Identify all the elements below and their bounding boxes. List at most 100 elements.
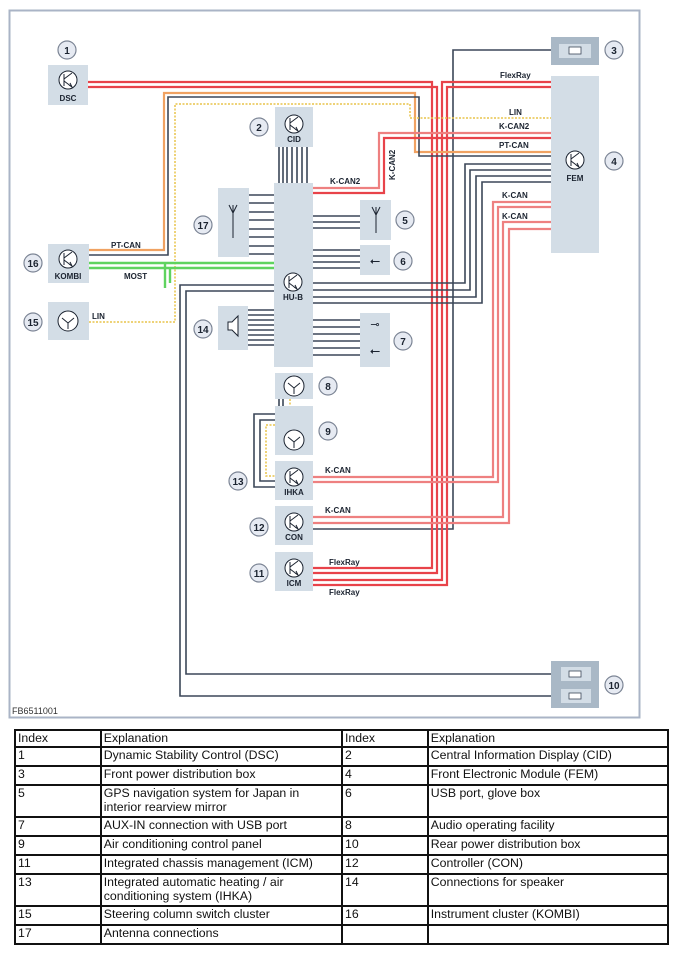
label-kcan: K-CAN bbox=[502, 191, 528, 200]
fuse-icon bbox=[568, 670, 582, 678]
callout-1: 1 bbox=[57, 40, 77, 60]
svg-text:3: 3 bbox=[611, 46, 617, 57]
callout-3: 3 bbox=[604, 40, 624, 60]
cell: 15 bbox=[14, 905, 102, 926]
table-row: 5 GPS navigation system for Japan in inte… bbox=[14, 784, 670, 818]
svg-text:8: 8 bbox=[325, 382, 331, 393]
ac-panel-box bbox=[275, 406, 313, 455]
kombi-module: KOMBI bbox=[48, 244, 89, 283]
label-kcan2-vertical: K-CAN2 bbox=[388, 149, 397, 180]
table-row: 1 Dynamic Stability Control (DSC) 2 Central… bbox=[14, 746, 670, 767]
flexray-wire bbox=[88, 80, 434, 570]
label-ptcan: PT-CAN bbox=[111, 241, 141, 250]
label-kcan2: K-CAN2 bbox=[330, 177, 361, 186]
cell: 2 bbox=[341, 746, 429, 767]
svg-text:DSC: DSC bbox=[60, 94, 77, 103]
svg-text:CON: CON bbox=[285, 533, 303, 542]
callout-17: 17 bbox=[193, 215, 213, 235]
cell: 6 bbox=[341, 784, 429, 818]
antenna-icon bbox=[228, 204, 238, 238]
legend-table: Index Explanation Index Explanation 1 Dyn… bbox=[14, 729, 670, 945]
svg-text:1: 1 bbox=[64, 46, 70, 57]
cell: 7 bbox=[14, 816, 102, 837]
kcan2-wire bbox=[313, 136, 551, 195]
callout-5: 5 bbox=[395, 210, 415, 230]
label-kcan: K-CAN bbox=[325, 506, 351, 515]
header-index: Index bbox=[14, 729, 102, 748]
callout-6: 6 bbox=[393, 251, 413, 271]
svg-text:9: 9 bbox=[325, 427, 331, 438]
svg-text:ICM: ICM bbox=[287, 579, 302, 588]
cell: 16 bbox=[341, 905, 429, 926]
diagram-frame bbox=[8, 9, 641, 719]
cell: Air conditioning control panel bbox=[99, 835, 344, 856]
dsc-module: DSC bbox=[48, 65, 88, 105]
table-row: 17 Antenna connections bbox=[14, 924, 670, 945]
svg-text:15: 15 bbox=[27, 318, 39, 329]
svg-text:FEM: FEM bbox=[567, 174, 584, 183]
svg-text:2: 2 bbox=[256, 123, 262, 134]
cell: Integrated automatic heating / air condi… bbox=[99, 873, 344, 907]
svg-text:10: 10 bbox=[608, 681, 620, 692]
cell bbox=[341, 924, 429, 945]
svg-text:6: 6 bbox=[400, 257, 406, 268]
usb-icon: ⭠ bbox=[370, 343, 380, 358]
lin-wire bbox=[89, 103, 551, 323]
label-kcan2: K-CAN2 bbox=[499, 122, 530, 131]
cell: Rear power distribution box bbox=[426, 835, 670, 856]
index-callouts: 1 2 3 4 5 6 7 8 9 10 11 12 13 14 15 16 1… bbox=[23, 40, 624, 695]
table-row: 3 Front power distribution box 4 Front Elec… bbox=[14, 765, 670, 786]
cell: Front power distribution box bbox=[99, 765, 344, 786]
table-header-row: Index Explanation Index Explanation bbox=[14, 729, 670, 748]
icm-module: ICM bbox=[275, 552, 313, 591]
table-row: 13 Integrated automatic heating / air con… bbox=[14, 873, 670, 907]
cell: AUX-IN connection with USB port bbox=[99, 816, 344, 837]
cell: 13 bbox=[14, 873, 102, 907]
callout-13: 13 bbox=[228, 471, 248, 491]
con-module: CON bbox=[275, 506, 313, 545]
cell: Antenna connections bbox=[99, 924, 344, 945]
aux-jack-icon: ⊸ bbox=[370, 319, 379, 331]
callout-8: 8 bbox=[318, 376, 338, 396]
label-flexray: FlexRay bbox=[329, 558, 360, 567]
table-row: 15 Steering column switch cluster 16 Instru… bbox=[14, 905, 670, 926]
svg-text:13: 13 bbox=[232, 477, 244, 488]
wire-labels: FlexRay LIN K-CAN2 PT-CAN K-CAN K-CAN K-… bbox=[92, 71, 531, 597]
callout-4: 4 bbox=[604, 151, 624, 171]
svg-text:12: 12 bbox=[253, 523, 265, 534]
cell: Front Electronic Module (FEM) bbox=[426, 765, 670, 786]
svg-text:KOMBI: KOMBI bbox=[55, 272, 82, 281]
cell: 1 bbox=[14, 746, 102, 767]
ptcan-wire bbox=[89, 91, 551, 252]
aux-usb-wires bbox=[313, 319, 360, 356]
fuse-icon bbox=[568, 46, 582, 55]
hub-fem-wire bbox=[313, 163, 551, 304]
speaker-icon bbox=[227, 314, 239, 338]
antenna-icon bbox=[371, 206, 381, 233]
cell: GPS navigation system for Japan in inter… bbox=[99, 784, 344, 818]
front-power-distribution-box bbox=[551, 37, 599, 65]
callout-2: 2 bbox=[249, 117, 269, 137]
cell: 17 bbox=[14, 924, 102, 945]
cell: Dynamic Stability Control (DSC) bbox=[99, 746, 344, 767]
svg-text:5: 5 bbox=[402, 216, 408, 227]
audio-operating-box bbox=[275, 373, 313, 399]
svg-text:14: 14 bbox=[197, 325, 209, 336]
cell: 3 bbox=[14, 765, 102, 786]
label-kcan: K-CAN bbox=[502, 212, 528, 221]
label-kcan: K-CAN bbox=[325, 466, 351, 475]
cell: 9 bbox=[14, 835, 102, 856]
kcan-wire bbox=[313, 200, 551, 484]
callout-14: 14 bbox=[193, 319, 213, 339]
svg-text:IHKA: IHKA bbox=[284, 488, 304, 497]
header-explanation: Explanation bbox=[99, 729, 344, 748]
callout-16: 16 bbox=[23, 253, 43, 273]
usb-glovebox-box: ⭠ bbox=[360, 245, 390, 275]
cell: 10 bbox=[341, 835, 429, 856]
header-index: Index bbox=[341, 729, 429, 748]
wires bbox=[88, 49, 551, 697]
label-lin: LIN bbox=[509, 108, 522, 117]
svg-text:HU-B: HU-B bbox=[283, 293, 303, 302]
figure-id: FB6511001 bbox=[12, 706, 58, 716]
label-flexray: FlexRay bbox=[329, 588, 360, 597]
